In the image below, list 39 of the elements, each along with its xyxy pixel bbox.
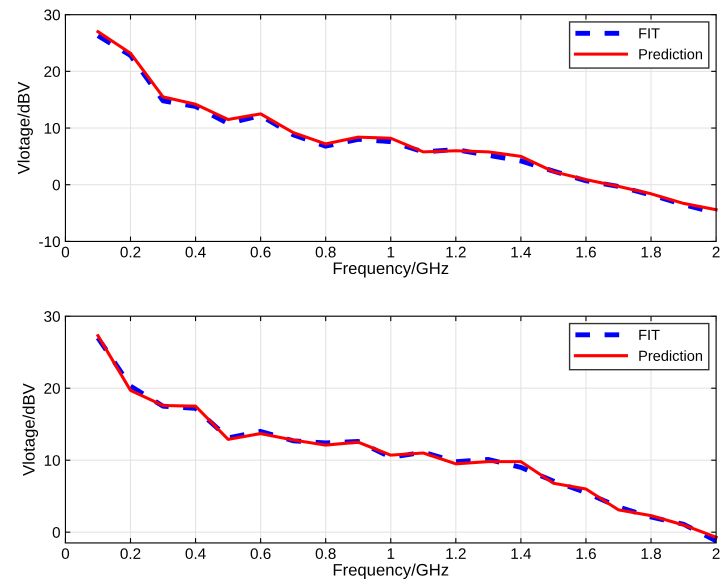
x-tick-label: 1.6: [576, 548, 596, 560]
legend-label: FIT: [639, 330, 660, 340]
legend-label: Prediction: [639, 48, 702, 60]
x-tick-label: 1.2: [446, 548, 466, 559]
x-tick-label: 1.2: [446, 246, 466, 258]
y-tick-label: 20: [44, 383, 60, 394]
legend-label: FIT: [639, 28, 660, 38]
y-tick-label: -10: [39, 236, 60, 248]
x-tick-label: 1.4: [511, 246, 532, 258]
x-tick-label: 0.6: [250, 246, 271, 258]
x-tick-label: 0.2: [120, 246, 140, 258]
x-tick-label: 1.8: [642, 548, 661, 560]
y-tick-label: 0: [52, 180, 60, 190]
x-tick-label: 0: [62, 246, 70, 258]
x-tick-label: 2: [712, 548, 720, 559]
x-tick-label: 1: [388, 246, 394, 258]
x-tick-label: 1.6: [576, 246, 596, 258]
x-axis-title: Frequency/GHz: [334, 563, 448, 580]
x-tick-label: 1.8: [642, 246, 661, 258]
x-tick-label: 0.4: [186, 548, 206, 560]
x-tick-label: 0.6: [250, 548, 271, 560]
x-tick-label: 2: [712, 246, 720, 258]
x-tick-label: 0: [62, 548, 70, 560]
y-tick-label: 10: [44, 122, 60, 134]
y-tick-label: 30: [44, 10, 60, 20]
legend-label: Prediction: [639, 350, 702, 361]
y-axis-title: Vlotage/dBV: [17, 82, 33, 174]
x-axis-title: Frequency/GHz: [334, 262, 448, 278]
y-axis-title: Vlotage/dBV: [22, 383, 38, 476]
x-tick-label: 0.2: [120, 548, 140, 560]
y-tick-label: 20: [44, 66, 60, 78]
y-tick-label: 10: [44, 455, 60, 466]
x-tick-label: 0.8: [316, 548, 336, 560]
x-tick-label: 0.4: [186, 246, 206, 258]
x-tick-label: 0.8: [316, 246, 336, 258]
x-tick-label: 1.4: [511, 548, 532, 559]
y-tick-label: 30: [44, 311, 60, 322]
x-tick-label: 1: [388, 548, 394, 559]
y-tick-label: 0: [52, 527, 60, 538]
